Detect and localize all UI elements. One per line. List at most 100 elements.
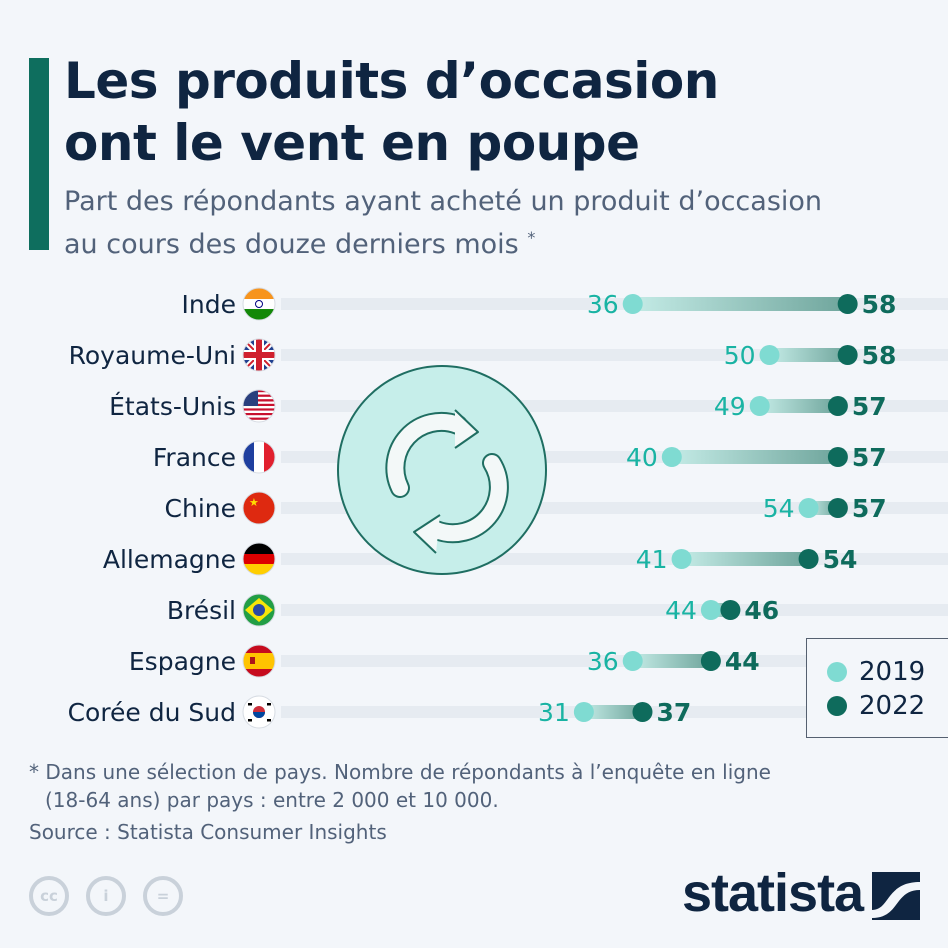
footnote: * Dans une sélection de pays. Nombre de … <box>29 758 771 814</box>
category-label: Espagne <box>129 647 236 676</box>
value-label-2019: 41 <box>636 545 668 574</box>
legend-dot-2019 <box>827 662 847 682</box>
subtitle-line-2: au cours des douze derniers mois <box>64 229 519 260</box>
france-flag-icon <box>243 441 275 473</box>
cc-icon-label: cc <box>40 887 58 905</box>
brazil-flag-icon <box>243 594 275 626</box>
category-label: Corée du Sud <box>68 698 236 727</box>
value-label-2022: 58 <box>862 290 897 319</box>
title-line-1: Les produits d’occasion <box>64 52 719 110</box>
range-bar <box>681 552 809 566</box>
footnote-line-2: (18-64 ans) par pays : entre 2 000 et 10… <box>45 788 499 812</box>
svg-text:★: ★ <box>249 496 259 509</box>
point-2022 <box>720 600 741 620</box>
point-2019 <box>749 396 770 416</box>
row-états-unis: États-Unis 49 57 <box>109 389 887 423</box>
cc-icon[interactable]: cc <box>29 876 69 916</box>
point-2019 <box>622 651 643 671</box>
legend-label: 2022 <box>859 691 926 721</box>
value-label-2019: 49 <box>714 392 746 421</box>
value-label-2019: 36 <box>587 290 619 319</box>
uk-flag-icon <box>243 339 275 371</box>
value-label-2019: 40 <box>626 443 658 472</box>
point-2019 <box>622 294 643 314</box>
point-2019 <box>661 447 682 467</box>
row-corée-du-sud: Corée du Sud 31 37 <box>68 695 691 729</box>
row-track <box>281 604 948 616</box>
germany-flag-icon <box>243 543 275 575</box>
point-2022 <box>837 345 858 365</box>
no-derivatives-icon-label: = <box>156 887 170 905</box>
accent-bar <box>29 58 49 250</box>
value-label-2022: 54 <box>823 545 858 574</box>
range-bar <box>632 297 848 311</box>
category-label: États-Unis <box>109 392 236 421</box>
value-label-2022: 44 <box>725 647 760 676</box>
value-label-2019: 54 <box>763 494 795 523</box>
value-label-2022: 57 <box>852 392 887 421</box>
statista-logo[interactable]: statista <box>682 862 864 924</box>
value-label-2019: 44 <box>665 596 697 625</box>
point-2022 <box>837 294 858 314</box>
legend: 2019 2022 <box>806 638 948 738</box>
source: Source : Statista Consumer Insights <box>29 820 387 844</box>
point-2019 <box>700 600 721 620</box>
page-title: Les produits d’occasion ont le vent en p… <box>64 50 719 174</box>
recycle-arrows-icon <box>337 365 547 575</box>
logo-text: statista <box>682 863 864 923</box>
category-label: France <box>153 443 236 472</box>
legend-item-2022: 2022 <box>827 691 925 721</box>
footnote-mark: * <box>527 228 536 247</box>
range-bar <box>632 654 711 668</box>
footnote-line-1: * Dans une sélection de pays. Nombre de … <box>29 760 771 784</box>
attribution-icon[interactable]: i <box>86 876 126 916</box>
spain-flag-icon <box>243 645 275 677</box>
category-label: Brésil <box>167 596 236 625</box>
range-bar <box>671 450 838 464</box>
south-korea-flag-icon <box>243 696 275 728</box>
value-label-2022: 57 <box>852 494 887 523</box>
no-derivatives-icon[interactable]: = <box>143 876 183 916</box>
point-2019 <box>798 498 819 518</box>
value-label-2022: 37 <box>656 698 691 727</box>
subtitle-line-1: Part des répondants ayant acheté un prod… <box>64 186 823 217</box>
range-bar <box>769 348 848 362</box>
point-2022 <box>632 702 653 722</box>
category-label: Inde <box>182 290 236 319</box>
row-allemagne: Allemagne 41 54 <box>103 542 858 576</box>
value-label-2019: 31 <box>538 698 570 727</box>
india-flag-icon <box>243 288 275 320</box>
range-bar <box>759 399 838 413</box>
category-label: Allemagne <box>103 545 236 574</box>
value-label-2022: 58 <box>862 341 897 370</box>
value-label-2019: 50 <box>724 341 756 370</box>
row-espagne: Espagne 36 44 <box>129 644 760 678</box>
statista-logo-icon <box>872 872 920 920</box>
row-brésil: Brésil 44 46 <box>167 593 779 627</box>
point-2022 <box>827 498 848 518</box>
point-2022 <box>798 549 819 569</box>
point-2019 <box>671 549 692 569</box>
row-track <box>281 655 948 667</box>
point-2022 <box>700 651 721 671</box>
category-label: Royaume-Uni <box>69 341 236 370</box>
subtitle: Part des répondants ayant acheté un prod… <box>64 184 822 263</box>
attribution-icon-label: i <box>103 887 109 905</box>
point-2019 <box>573 702 594 722</box>
point-2019 <box>759 345 780 365</box>
value-label-2022: 46 <box>744 596 779 625</box>
title-line-2: ont le vent en poupe <box>64 114 640 172</box>
point-2022 <box>827 396 848 416</box>
point-2022 <box>827 447 848 467</box>
range-bar <box>583 705 643 719</box>
row-inde: Inde 36 58 <box>182 287 897 321</box>
legend-item-2019: 2019 <box>827 657 925 687</box>
row-france: France 40 57 <box>153 440 887 474</box>
china-flag-icon: ★ <box>243 492 275 524</box>
usa-flag-icon <box>243 390 275 422</box>
category-label: Chine <box>165 494 236 523</box>
row-royaume-uni: Royaume-Uni 50 58 <box>69 338 897 372</box>
value-label-2022: 57 <box>852 443 887 472</box>
legend-label: 2019 <box>859 657 926 687</box>
